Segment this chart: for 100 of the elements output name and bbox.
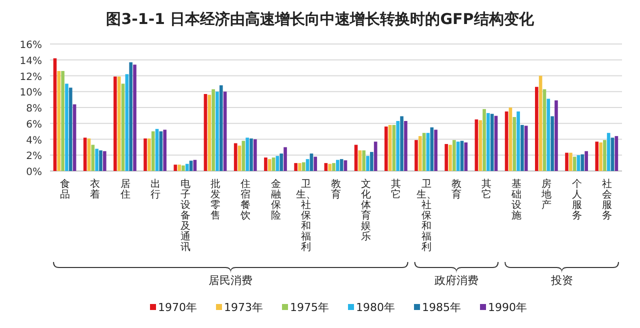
bar [87,138,91,171]
bar [374,142,378,171]
bar [223,92,227,171]
bar [83,138,87,171]
bar [212,89,215,171]
text: 投资 [550,274,573,287]
y-tick-label: 10% [20,88,42,99]
x-tick-label: 居住 [120,179,130,200]
bar [516,111,520,171]
text: 居民消费 [208,274,253,287]
bar [486,113,490,171]
x-tick-label: 教育 [331,179,341,200]
y-tick-label: 8% [26,104,42,114]
x-tick-label: 卫生、社保和福利 [296,179,316,253]
bar [250,138,253,171]
x-tick-label: 教育 [451,179,462,200]
bar [99,150,102,171]
bar [254,139,257,171]
bar [163,130,167,171]
bar [534,86,538,171]
bar [155,128,159,171]
bar [384,126,388,171]
bar [121,84,125,171]
bar [148,138,151,171]
bar [610,138,614,171]
y-tick-label: 4% [26,135,42,146]
bar [599,142,602,171]
bar [72,104,76,171]
legend-label: 1985年 [422,301,461,314]
bar [362,150,366,171]
bar [606,132,610,171]
bar [482,109,486,171]
bar [572,156,576,171]
bar [576,155,580,171]
bar [538,76,542,171]
bar [310,154,314,171]
bar [306,159,310,171]
bar [388,124,392,171]
bar [298,163,302,171]
bar [366,156,370,171]
bar [302,162,306,171]
bar [422,132,426,171]
bar [494,116,498,171]
bar [524,126,528,171]
bar [328,164,332,171]
y-tick-label: 14% [20,56,42,67]
legend-label: 1980年 [356,301,395,314]
bar [234,143,238,171]
y-tick-label: 2% [26,151,42,162]
bar [189,160,193,171]
bar [91,144,95,171]
legend-label: 1973年 [224,301,263,314]
bar [159,131,163,171]
x-tick-label: 卫生、社保和福利 [416,179,436,253]
bar [404,120,408,171]
x-tick-label: 其它 [482,178,492,200]
bar [332,163,336,171]
bar [219,85,223,171]
bar [314,156,318,171]
text: 政府消费 [434,274,478,287]
bar [565,152,568,171]
bar [430,127,434,171]
bar [464,142,468,171]
y-tick-label: 16% [20,40,42,51]
bar [370,152,374,171]
y-tick-label: 12% [20,72,42,83]
legend-label: 1975年 [290,301,329,314]
bar [182,165,185,171]
bar [460,140,464,171]
bar [490,114,494,171]
x-tick-label: 房地产 [540,178,552,211]
x-tick-label: 衣着 [90,178,100,200]
bar [114,76,117,171]
bar [452,140,456,171]
bar [276,156,280,171]
bar [57,70,61,171]
legend-label: 1990年 [488,301,527,314]
bar [280,154,284,171]
bar [133,64,136,171]
x-tick-label: 文化体育娱乐 [361,178,372,242]
legend-label: 1970年 [158,301,197,314]
x-tick-label: 其它 [391,178,402,200]
bar [336,160,340,171]
bar [478,120,482,171]
bar [418,136,422,171]
x-tick-label: 金融保险 [270,178,281,222]
bar [242,140,246,171]
bar [68,88,72,171]
bar [65,84,68,171]
bar [208,94,212,171]
bar [264,158,268,171]
bar [53,58,57,171]
bar [474,119,478,171]
bar [61,70,64,171]
bar [396,120,400,171]
bar [178,164,181,171]
bar [508,108,512,171]
bar [520,124,524,171]
bar [546,98,550,171]
bar [238,146,242,171]
